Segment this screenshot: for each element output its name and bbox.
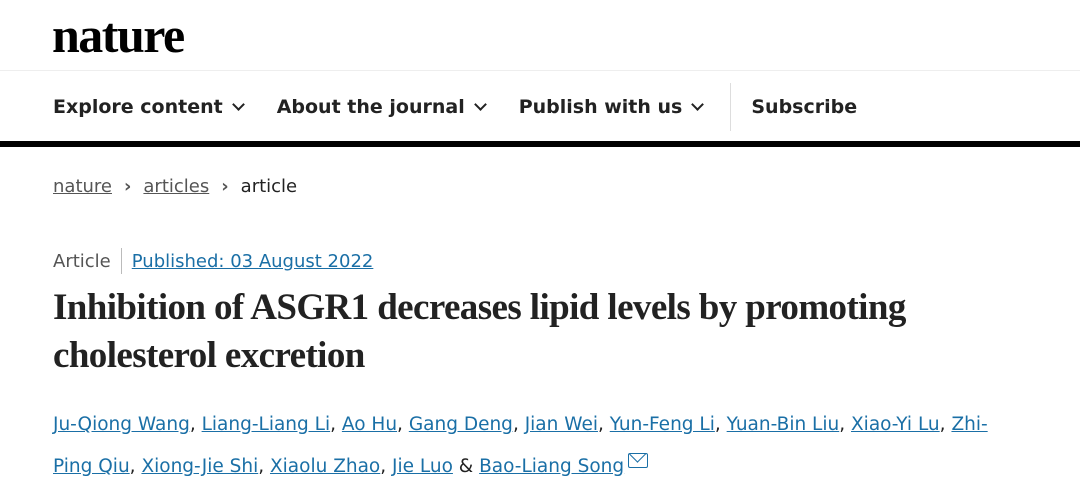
- chevron-down-icon: [231, 97, 245, 111]
- article-type: Article: [53, 250, 111, 272]
- nav-label: Explore content: [53, 96, 223, 118]
- nav-explore-content[interactable]: Explore content: [53, 96, 245, 118]
- author-comma: ,: [839, 414, 851, 435]
- author-link[interactable]: Yun-Feng Li: [609, 414, 715, 435]
- author-comma: ,: [258, 456, 270, 477]
- nav-separator: [730, 83, 732, 131]
- author-link[interactable]: Jie Luo: [392, 456, 453, 477]
- author-link[interactable]: Xiao-Yi Lu: [851, 414, 940, 435]
- chevron-right-icon: ›: [221, 176, 229, 197]
- author-comma: ,: [714, 414, 727, 435]
- chevron-right-icon: ›: [123, 176, 132, 197]
- author-comma: ,: [330, 414, 342, 435]
- author-link[interactable]: Jian Wei: [524, 414, 598, 435]
- nav-publish-with-us[interactable]: Publish with us: [518, 96, 705, 118]
- nav-label: About the journal: [276, 96, 465, 118]
- article-meta: Article Published: 03 August 2022: [53, 248, 373, 274]
- breadcrumb-articles[interactable]: articles: [143, 176, 210, 197]
- nature-logo[interactable]: nature: [52, 7, 185, 63]
- author-link[interactable]: Ju-Qiong Wang: [53, 414, 190, 435]
- chevron-down-icon: [473, 97, 487, 111]
- author-link[interactable]: Zhi-Ping Qiu: [53, 414, 988, 477]
- divider: [0, 70, 1080, 71]
- header-rule: [0, 141, 1080, 147]
- nav-subscribe[interactable]: Subscribe: [751, 96, 858, 118]
- author-link[interactable]: Bao-Liang Song: [479, 456, 625, 477]
- author-link[interactable]: Gang Deng: [408, 414, 513, 435]
- nav-label: Publish with us: [518, 96, 683, 118]
- author-comma: ,: [129, 456, 142, 477]
- chevron-down-icon: [691, 97, 705, 111]
- breadcrumb-current: article: [240, 176, 298, 197]
- author-join: &: [452, 456, 480, 477]
- article-title: Inhibition of ASGR1 decreases lipid leve…: [53, 287, 906, 376]
- author-comma: ,: [189, 414, 202, 435]
- author-comma: ,: [380, 456, 393, 477]
- main-nav: Explore content About the journal Publis…: [53, 83, 891, 131]
- author-comma: ,: [939, 414, 952, 435]
- author-comma: ,: [397, 414, 409, 435]
- author-link[interactable]: Ao Hu: [341, 414, 398, 435]
- author-comma: ,: [512, 414, 525, 435]
- author-link[interactable]: Xiaolu Zhao: [269, 456, 381, 477]
- email-icon[interactable]: [628, 453, 649, 468]
- author-link[interactable]: Liang-Liang Li: [201, 414, 331, 435]
- author-list: Ju-Qiong Wang, Liang-Liang Li, Ao Hu, Ga…: [53, 404, 998, 488]
- nav-about-journal[interactable]: About the journal: [276, 96, 487, 118]
- author-link[interactable]: Yuan-Bin Liu: [726, 414, 840, 435]
- breadcrumb: nature › articles › article: [53, 176, 297, 197]
- breadcrumb-nature[interactable]: nature: [53, 176, 112, 197]
- published-date[interactable]: Published: 03 August 2022: [131, 250, 374, 272]
- author-link[interactable]: Xiong-Jie Shi: [141, 456, 259, 477]
- meta-separator: [120, 248, 122, 274]
- author-comma: ,: [597, 414, 610, 435]
